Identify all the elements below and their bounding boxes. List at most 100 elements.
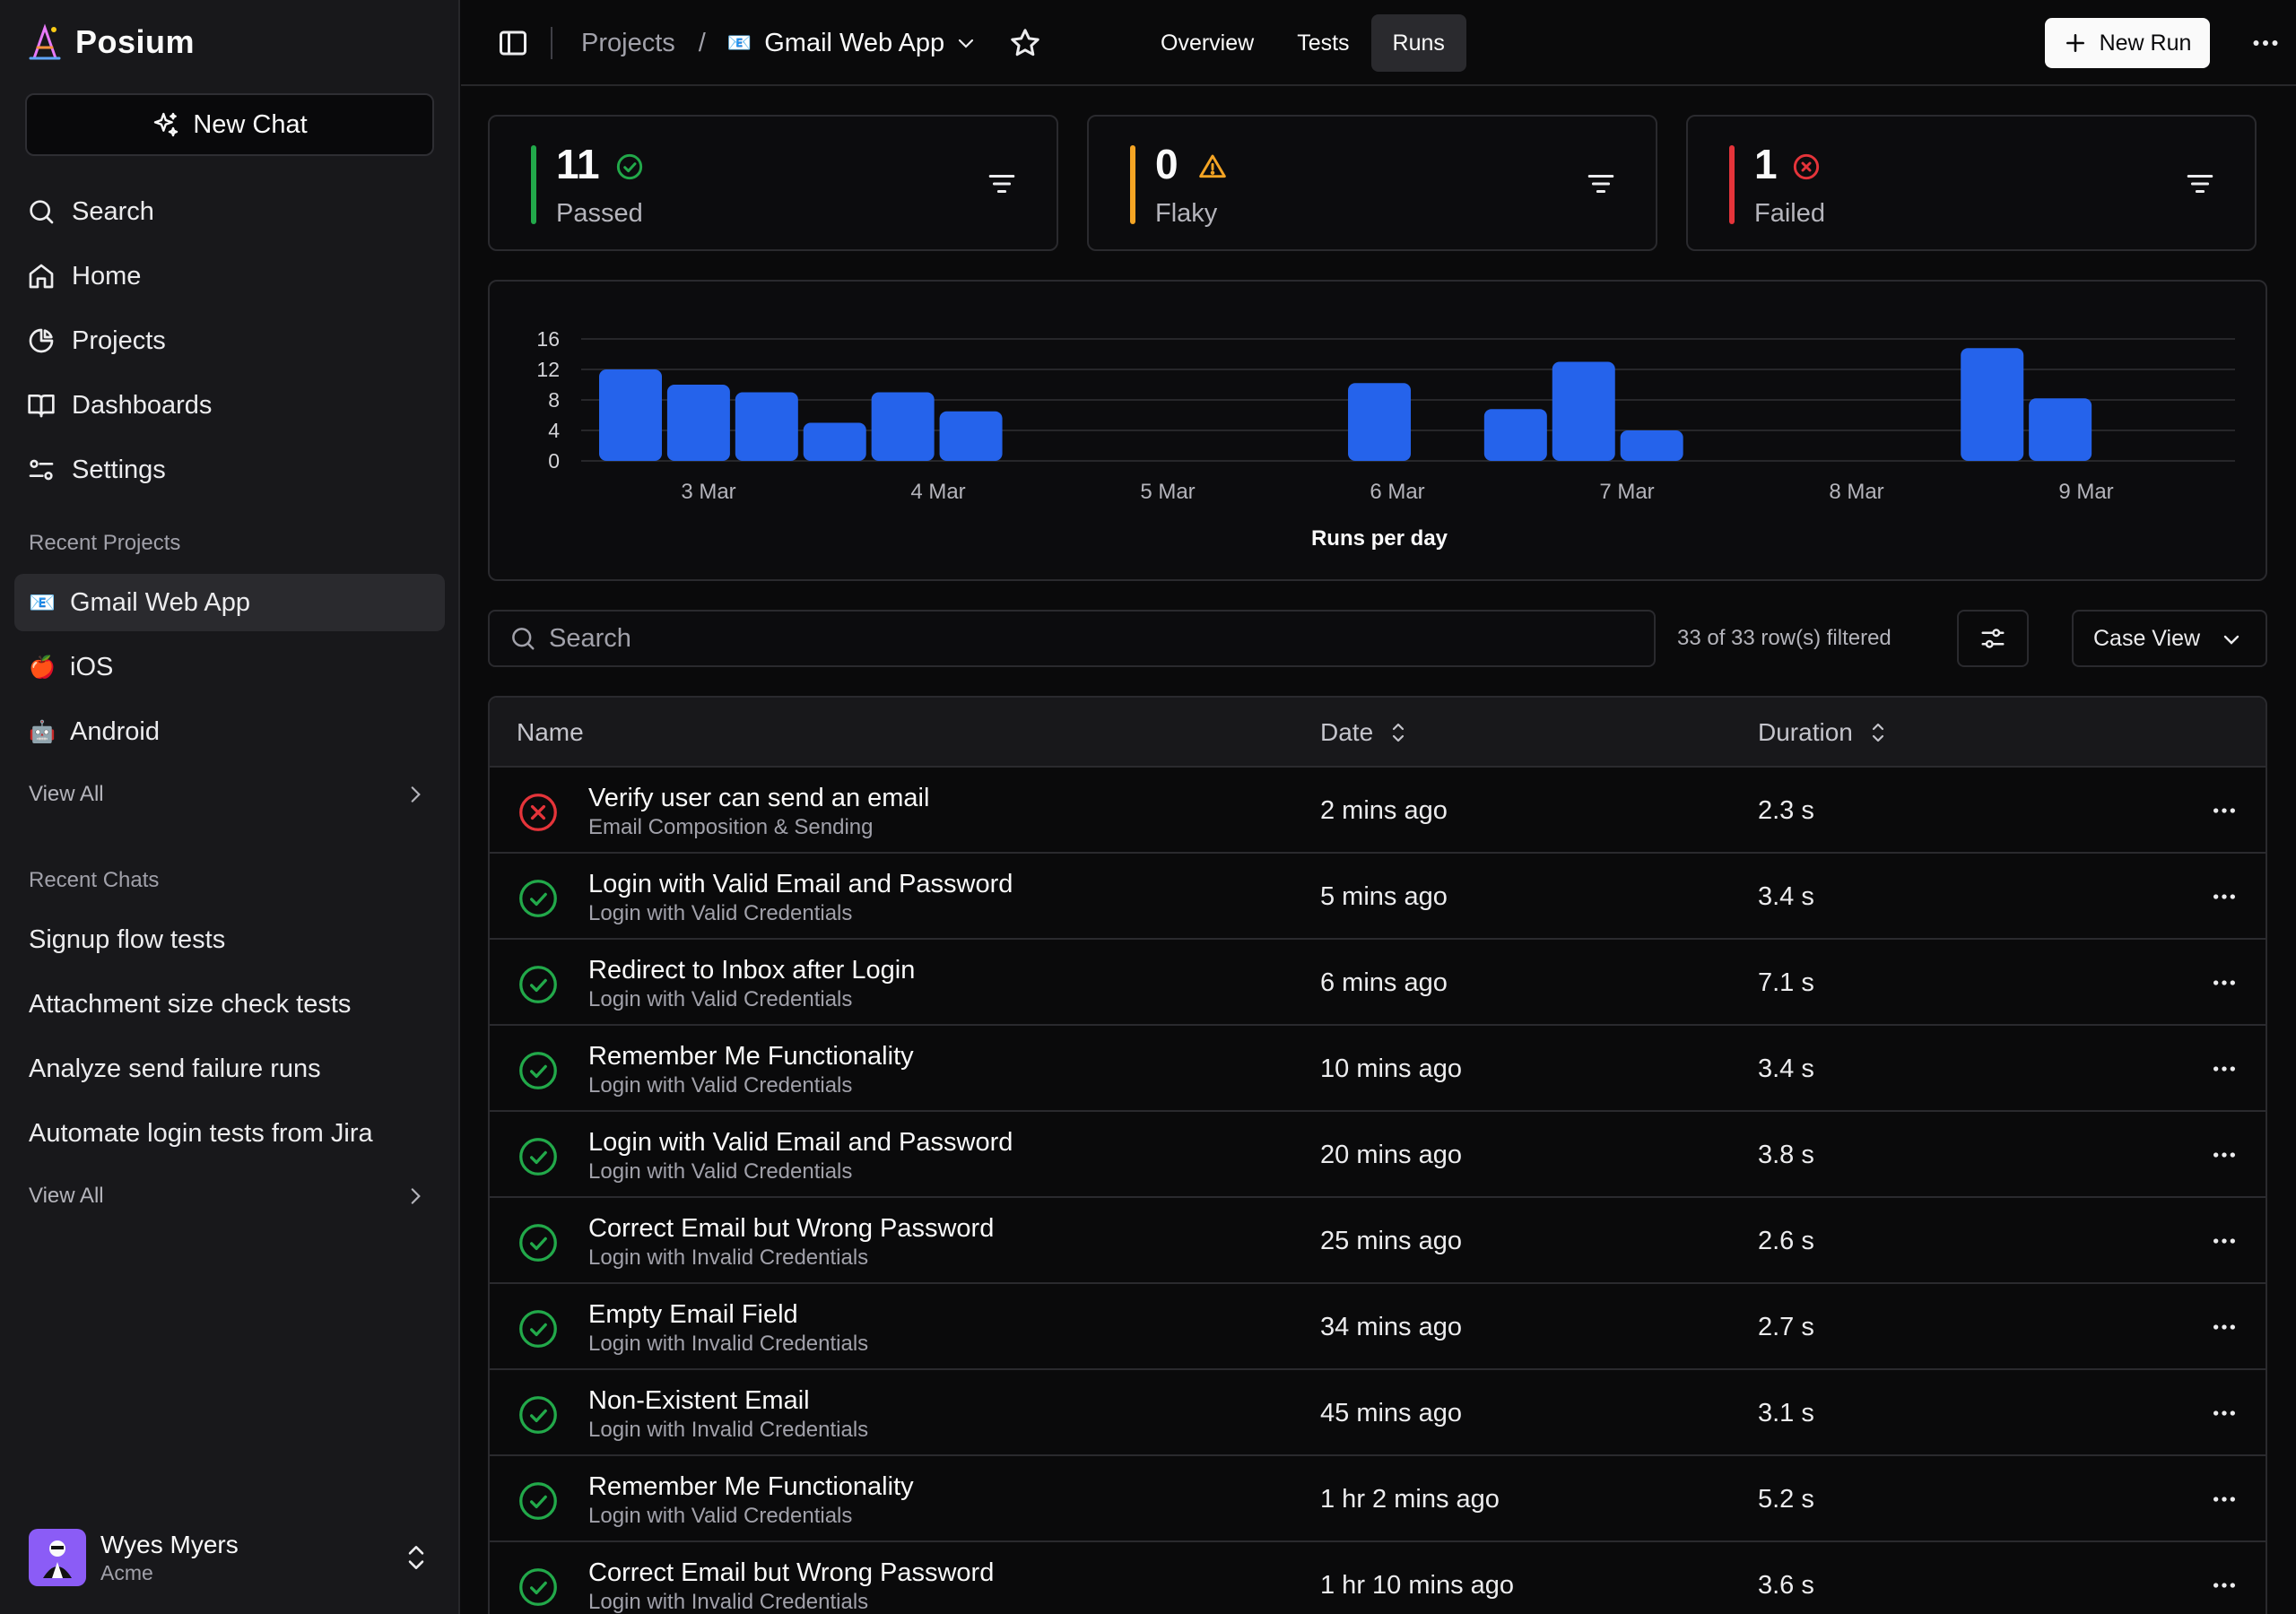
chart-bar[interactable]	[1620, 430, 1683, 461]
new-chat-button[interactable]: New Chat	[25, 93, 434, 156]
sidebar-project-ios[interactable]: 🍎 iOS	[14, 638, 445, 696]
chevron-down-icon[interactable]	[955, 32, 977, 54]
tab-tests[interactable]: Tests	[1297, 30, 1350, 56]
row-more-icon[interactable]	[2210, 796, 2239, 825]
chart-bar[interactable]	[735, 392, 798, 462]
sidebar-item-label: Projects	[72, 325, 166, 355]
sidebar-item-settings[interactable]: Settings	[27, 438, 439, 502]
breadcrumb-current-project[interactable]: Gmail Web App	[764, 28, 945, 57]
run-name[interactable]: Login with Valid Email and Password	[588, 1128, 1013, 1157]
chart-bar[interactable]	[1483, 409, 1547, 461]
chart-bar[interactable]	[1961, 348, 2024, 461]
recent-chats-list: Signup flow tests Attachment size check …	[29, 907, 432, 1166]
recent-chats-heading: Recent Chats	[29, 868, 160, 892]
run-name[interactable]: Correct Email but Wrong Password	[588, 1214, 995, 1243]
run-name[interactable]: Redirect to Inbox after Login	[588, 956, 916, 985]
column-settings-button[interactable]	[1957, 610, 2029, 667]
view-mode-select[interactable]: Case View	[2072, 610, 2267, 667]
flaky-stat-card[interactable]: 0 Flaky	[1087, 115, 1657, 251]
run-name[interactable]: Non-Existent Email	[588, 1386, 810, 1415]
posium-logo-icon	[29, 23, 61, 60]
chart-bar[interactable]	[871, 392, 935, 462]
projects-view-all-link[interactable]: View All	[29, 782, 427, 807]
chart-bar[interactable]	[939, 411, 1003, 461]
tab-overview[interactable]: Overview	[1161, 30, 1255, 56]
new-run-button[interactable]: New Run	[2045, 18, 2210, 68]
run-name[interactable]: Remember Me Functionality	[588, 1042, 914, 1071]
chats-view-all-link[interactable]: View All	[29, 1184, 427, 1209]
chart-bar[interactable]	[599, 369, 662, 461]
chat-item[interactable]: Signup flow tests	[29, 924, 226, 954]
filter-icon[interactable]	[2185, 169, 2215, 199]
runs-search[interactable]	[488, 610, 1656, 667]
row-more-icon[interactable]	[2210, 882, 2239, 911]
sidebar: Posium New Chat Search Home Projects Das…	[0, 0, 460, 1614]
row-more-icon[interactable]	[2210, 1227, 2239, 1255]
sidebar-item-home[interactable]: Home	[27, 244, 439, 308]
row-more-icon[interactable]	[2210, 968, 2239, 997]
chat-item[interactable]: Analyze send failure runs	[29, 1054, 321, 1083]
table-row[interactable]: Redirect to Inbox after Login Login with …	[490, 940, 2266, 1026]
run-duration: 2.7 s	[1758, 1312, 1814, 1341]
run-date: 25 mins ago	[1320, 1226, 1462, 1255]
chart-bar[interactable]	[2029, 398, 2092, 461]
table-row[interactable]: Correct Email but Wrong Password Login wi…	[490, 1542, 2266, 1614]
column-header-name: Name	[517, 698, 584, 768]
row-more-icon[interactable]	[2210, 1399, 2239, 1427]
table-row[interactable]: Correct Email but Wrong Password Login wi…	[490, 1198, 2266, 1284]
run-name[interactable]: Empty Email Field	[588, 1300, 798, 1329]
row-more-icon[interactable]	[2210, 1485, 2239, 1514]
filter-icon[interactable]	[987, 169, 1017, 199]
chart-bar[interactable]	[666, 385, 730, 461]
more-options-icon[interactable]	[2249, 27, 2282, 59]
table-row[interactable]: Non-Existent Email Login with Invalid Cre…	[490, 1370, 2266, 1456]
user-menu[interactable]: Wyes Myers Acme	[29, 1528, 432, 1587]
top-bar: Projects / 📧 Gmail Web App Overview Test…	[461, 0, 2296, 86]
run-group: Login with Valid Credentials	[588, 987, 853, 1011]
row-more-icon[interactable]	[2210, 1141, 2239, 1169]
column-header-duration[interactable]: Duration	[1758, 698, 1889, 768]
sidebar-item-dashboards[interactable]: Dashboards	[27, 373, 439, 438]
passed-stat-card[interactable]: 11 Passed	[488, 115, 1058, 251]
breadcrumb: Projects / 📧 Gmail Web App	[581, 0, 1041, 86]
x-tick-label: 8 Mar	[1829, 480, 1883, 504]
search-input[interactable]	[549, 623, 1625, 654]
star-icon[interactable]	[1009, 27, 1041, 59]
breadcrumb-projects-link[interactable]: Projects	[581, 28, 675, 57]
new-run-label: New Run	[2099, 30, 2192, 56]
sidebar-project-android[interactable]: 🤖 Android	[14, 703, 445, 760]
table-row[interactable]: Remember Me Functionality Login with Vali…	[490, 1456, 2266, 1542]
row-more-icon[interactable]	[2210, 1571, 2239, 1600]
run-name[interactable]: Remember Me Functionality	[588, 1472, 914, 1501]
tab-runs[interactable]: Runs	[1370, 14, 1466, 72]
chat-item[interactable]: Automate login tests from Jira	[29, 1118, 373, 1148]
sidebar-toggle-icon[interactable]	[497, 27, 529, 59]
run-name-cell: Login with Valid Email and Password Login…	[588, 1126, 1013, 1185]
chart-bar[interactable]	[1552, 361, 1615, 462]
sidebar-item-projects[interactable]: Projects	[27, 308, 439, 373]
table-row[interactable]: Login with Valid Email and Password Login…	[490, 1112, 2266, 1198]
chart-bar[interactable]	[1348, 383, 1412, 461]
filter-icon[interactable]	[1586, 169, 1616, 199]
run-name[interactable]: Correct Email but Wrong Password	[588, 1558, 995, 1587]
run-name[interactable]: Verify user can send an email	[588, 784, 930, 812]
table-row[interactable]: Remember Me Functionality Login with Vali…	[490, 1026, 2266, 1112]
stat-value: 1	[1754, 141, 1778, 187]
sidebar-project-gmail-web-app[interactable]: 📧 Gmail Web App	[14, 574, 445, 631]
sidebar-item-search[interactable]: Search	[27, 179, 439, 244]
table-row[interactable]: Login with Valid Email and Password Login…	[490, 854, 2266, 940]
x-circle-icon	[1793, 153, 1820, 180]
run-duration: 3.4 s	[1758, 1054, 1814, 1083]
chart-bar[interactable]	[803, 422, 866, 462]
check-circle-icon	[519, 1138, 557, 1176]
run-name[interactable]: Login with Valid Email and Password	[588, 870, 1013, 898]
brand[interactable]: Posium	[27, 22, 195, 63]
column-header-date[interactable]: Date	[1320, 698, 1409, 768]
table-row[interactable]: Verify user can send an email Email Compo…	[490, 768, 2266, 854]
row-more-icon[interactable]	[2210, 1054, 2239, 1083]
chat-item[interactable]: Attachment size check tests	[29, 989, 352, 1019]
row-more-icon[interactable]	[2210, 1313, 2239, 1341]
table-row[interactable]: Empty Email Field Login with Invalid Cred…	[490, 1284, 2266, 1370]
run-name-cell: Redirect to Inbox after Login Login with …	[588, 954, 915, 1013]
failed-stat-card[interactable]: 1 Failed	[1686, 115, 2257, 251]
